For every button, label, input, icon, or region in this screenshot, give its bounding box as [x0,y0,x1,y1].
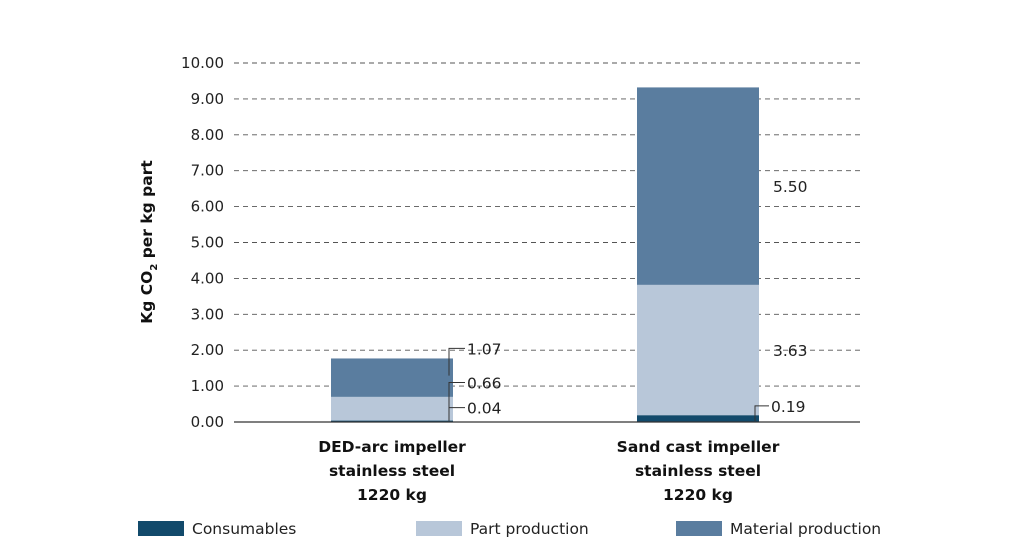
y-tick-label: 5.00 [191,234,224,252]
y-tick-label: 8.00 [191,126,224,144]
y-axis-label-tail: per kg part [138,160,156,264]
legend-label: Consumables [192,520,296,538]
bars [331,87,759,422]
x-category-label: 1220 kg [663,486,733,504]
data-label-leader [754,405,769,421]
legend-swatch [138,521,184,536]
x-category-label: Sand cast impeller [617,438,780,456]
bar-segment [637,415,759,422]
x-category-label: stainless steel [329,462,455,480]
data-label: 5.50 [773,178,808,196]
y-tick-label: 3.00 [191,305,224,323]
data-label: 3.63 [773,342,808,360]
data-labels: 0.04 0.66 1.07 0.19 3.63 5.50 [448,178,808,421]
y-axis-label-subscript: 2 [149,264,160,271]
gridlines [234,62,860,387]
data-label: 0.04 [467,400,502,418]
data-label: 1.07 [467,340,502,358]
legend-swatch [676,521,722,536]
y-tick-label: 9.00 [191,90,224,108]
x-category-label: stainless steel [635,462,761,480]
legend-swatch [416,521,462,536]
y-tick-label: 0.00 [191,413,224,431]
bar-segment [637,87,759,285]
y-tick-label: 2.00 [191,341,224,359]
y-tick-label: 4.00 [191,269,224,287]
bar-segment [331,358,453,397]
bar-segment [331,420,453,422]
y-axis-label-main: Kg CO [138,271,156,324]
legend-label: Part production [470,520,589,538]
legend: Consumables Part production Material produ… [138,520,881,538]
y-tick-label: 1.00 [191,377,224,395]
data-label: 0.19 [771,398,806,416]
y-tick-label: 6.00 [191,198,224,216]
x-axis-categories: DED-arc impeller stainless steel 1220 kg Sa… [318,438,779,504]
data-label-leader [448,347,465,376]
y-axis-label: Kg CO2 per kg part [138,160,160,324]
x-category-label: 1220 kg [357,486,427,504]
bar-segment [331,396,453,421]
data-label: 0.66 [467,375,502,393]
legend-label: Material production [730,520,881,538]
x-category-label: DED-arc impeller [318,438,466,456]
bar-segment [637,284,759,416]
y-tick-label: 10.00 [181,54,224,72]
data-label-leader [448,382,465,417]
y-axis-ticks: 0.00 1.00 2.00 3.00 4.00 5.00 6.00 7.00 8.00 9.00… [181,54,224,431]
y-tick-label: 7.00 [191,162,224,180]
